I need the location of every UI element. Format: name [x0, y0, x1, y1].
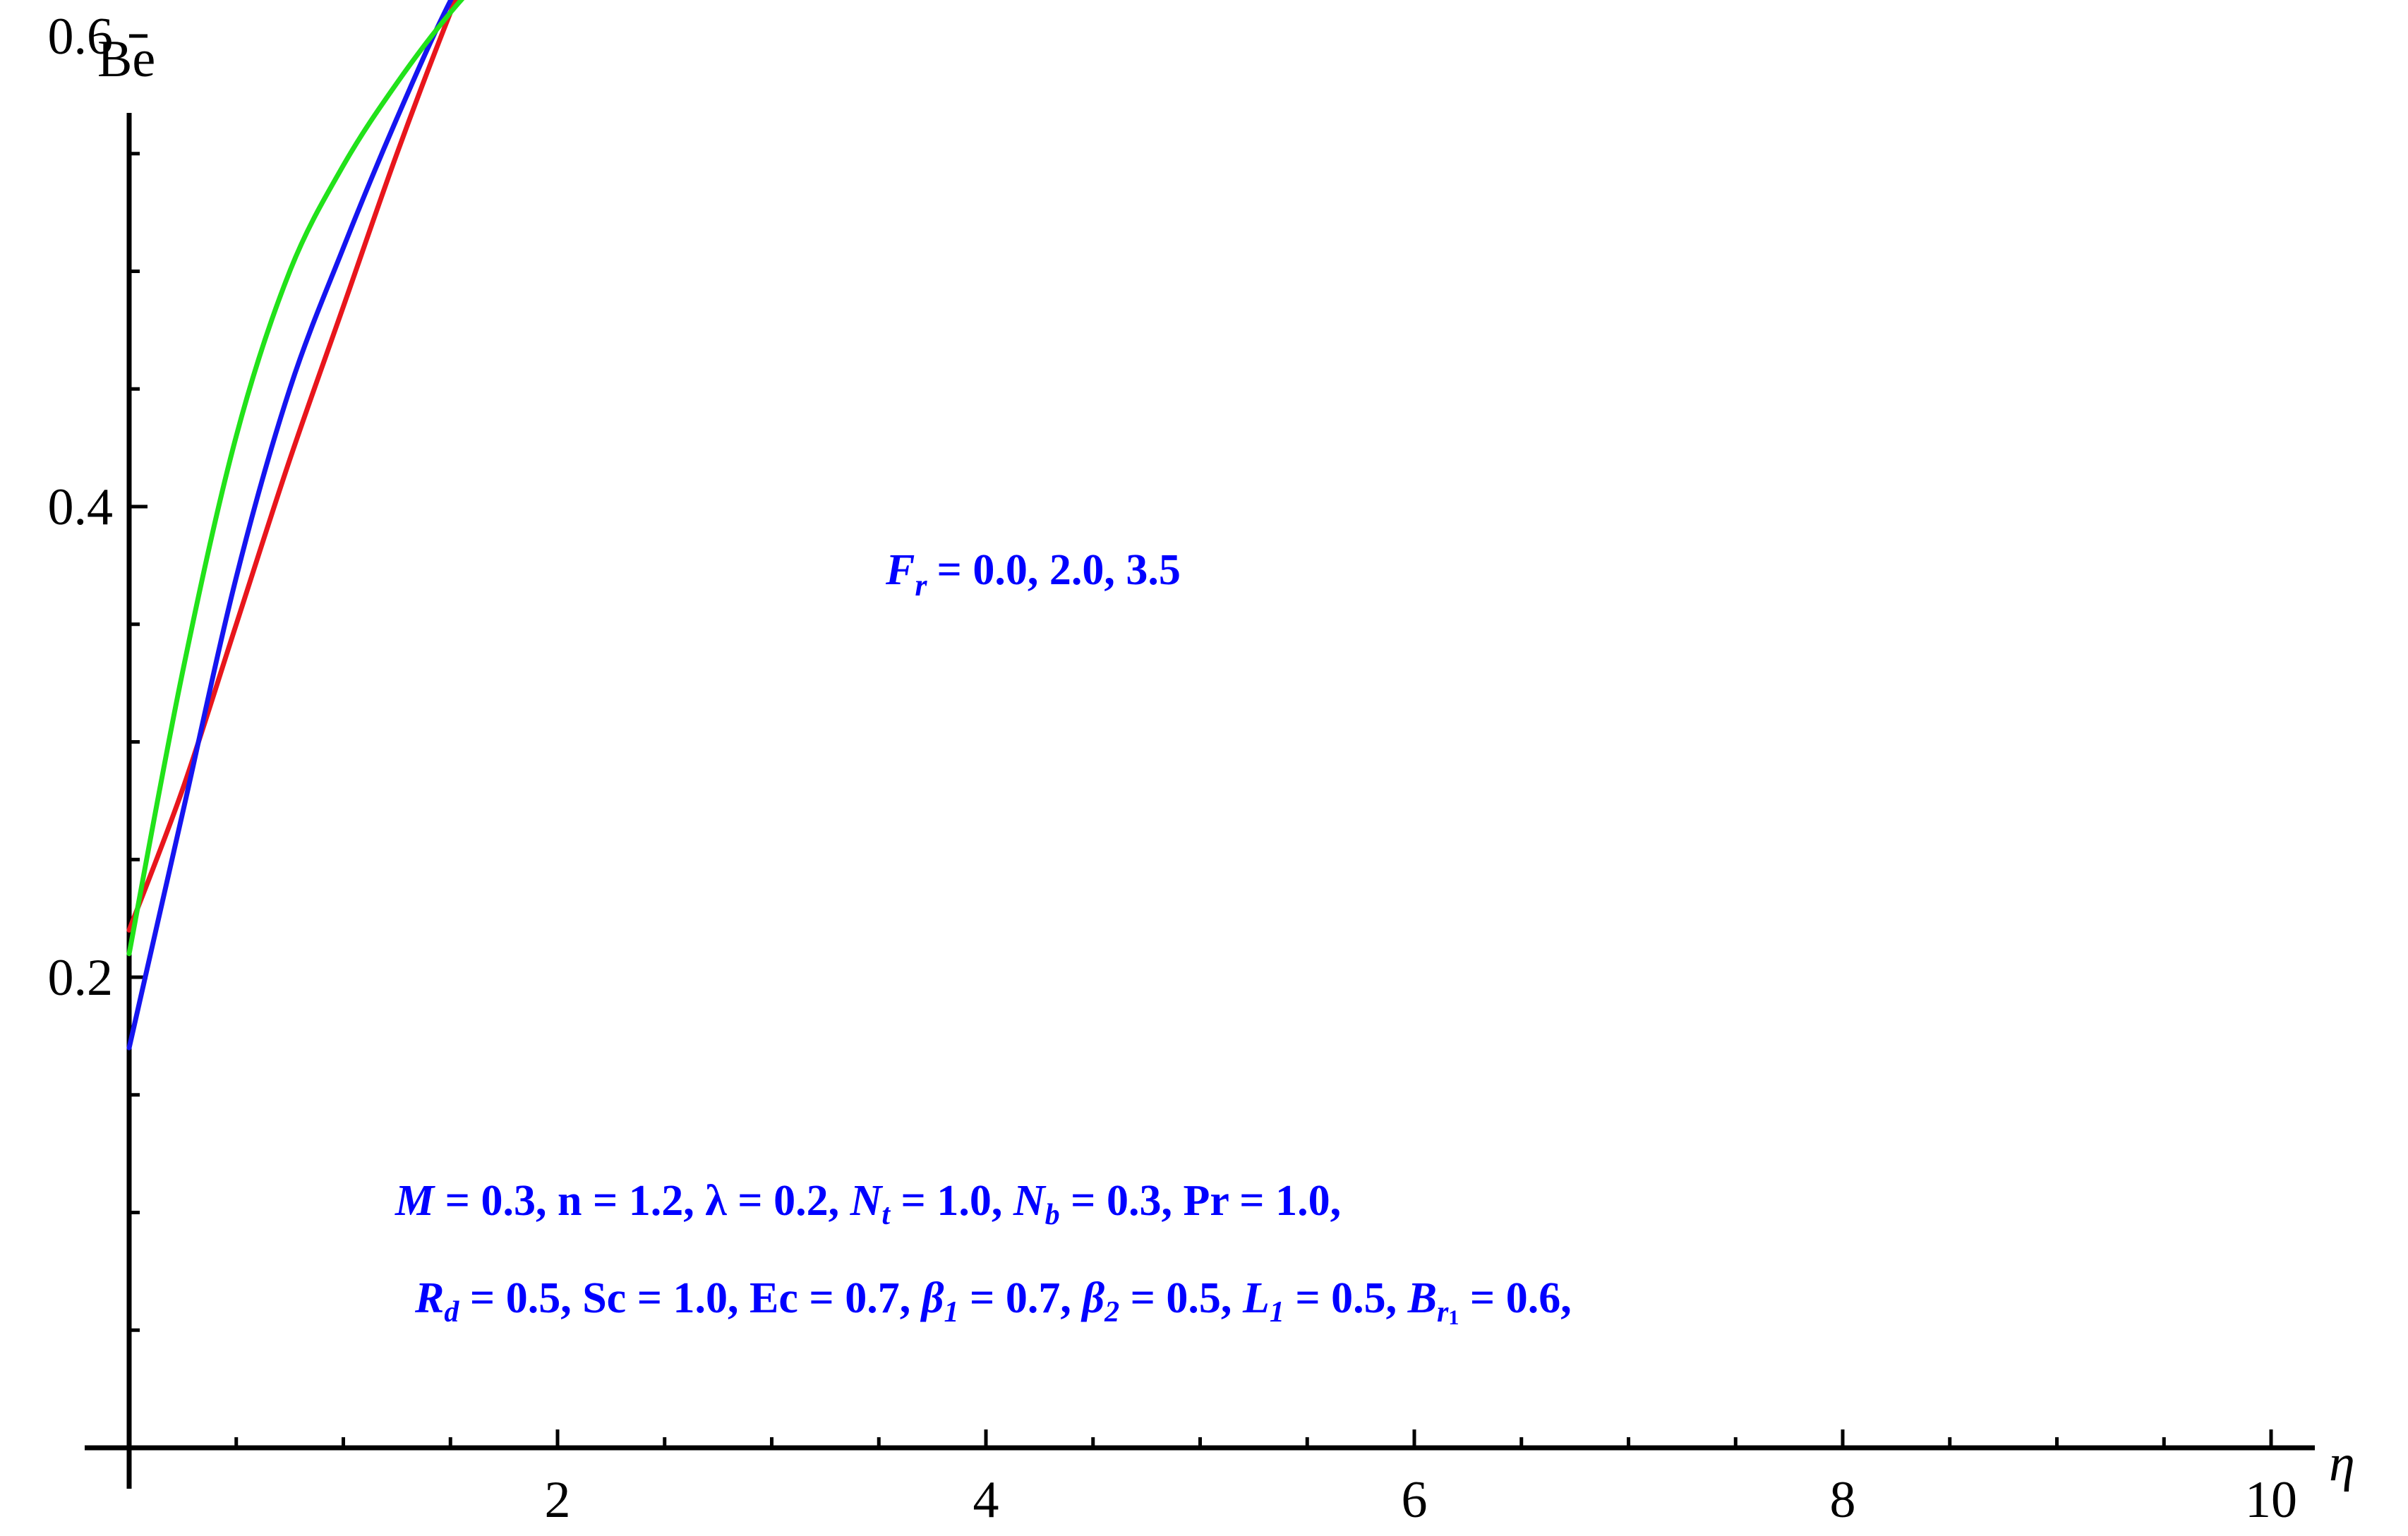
- text: = 0.3, n = 1.2, λ = 0.2,: [434, 1177, 850, 1225]
- y-tick-label: 0.6: [48, 8, 114, 66]
- text: = 0.5, Sc = 1.0, Ec = 0.7,: [459, 1274, 921, 1322]
- subscript: r: [1437, 1296, 1449, 1329]
- symbol: R: [414, 1274, 444, 1322]
- x-tick-label: 8: [1830, 1471, 1856, 1529]
- text: = 0.3, Pr = 1.0,: [1060, 1177, 1341, 1225]
- fr-subscript: r: [915, 568, 927, 603]
- subscript: t: [881, 1199, 891, 1231]
- subscript: b: [1045, 1199, 1060, 1231]
- fr-values: = 0.0, 2.0, 3.5: [937, 546, 1180, 594]
- symbol: N: [1013, 1177, 1047, 1225]
- curves: [126, 0, 465, 1051]
- symbol: B: [1407, 1274, 1437, 1322]
- subscript: 1: [944, 1296, 958, 1329]
- symbol: β: [1080, 1274, 1104, 1322]
- red-curve: [126, 0, 459, 933]
- text: = 0.5,: [1284, 1274, 1408, 1322]
- x-tick-label: 4: [973, 1471, 999, 1529]
- symbol: N: [850, 1177, 884, 1225]
- y-axis-label: Be: [97, 30, 155, 88]
- text: = 0.6,: [1459, 1274, 1571, 1322]
- symbol: β: [920, 1274, 944, 1322]
- green-curve: [126, 0, 465, 957]
- y-tick-label: 0.2: [48, 949, 114, 1007]
- subscript: 2: [1104, 1296, 1119, 1329]
- text: = 0.5,: [1119, 1274, 1243, 1322]
- sub-subscript: 1: [1448, 1306, 1459, 1329]
- x-tick-label: 2: [545, 1471, 571, 1529]
- x-axis-label: η: [2329, 1434, 2355, 1492]
- blue-curve: [126, 0, 454, 1051]
- fr-annotation: Fr = 0.0, 2.0, 3.5: [885, 546, 1181, 603]
- subscript: d: [444, 1296, 459, 1329]
- parameter-line-1: M = 0.3, n = 1.2, λ = 0.2, Nt = 1.0, Nb …: [395, 1177, 1341, 1231]
- text: = 1.0,: [890, 1177, 1013, 1225]
- y-tick-label: 0.4: [48, 478, 114, 536]
- x-tick-label: 6: [1402, 1471, 1428, 1529]
- parameter-line-2: Rd = 0.5, Sc = 1.0, Ec = 0.7, β1 = 0.7, …: [414, 1274, 1572, 1329]
- fr-symbol: F: [885, 546, 915, 594]
- text: = 0.7,: [958, 1274, 1082, 1322]
- subscript: 1: [1270, 1296, 1284, 1329]
- x-tick-label: 10: [2245, 1471, 2297, 1529]
- symbol: L: [1242, 1274, 1270, 1322]
- symbol: M: [395, 1177, 435, 1225]
